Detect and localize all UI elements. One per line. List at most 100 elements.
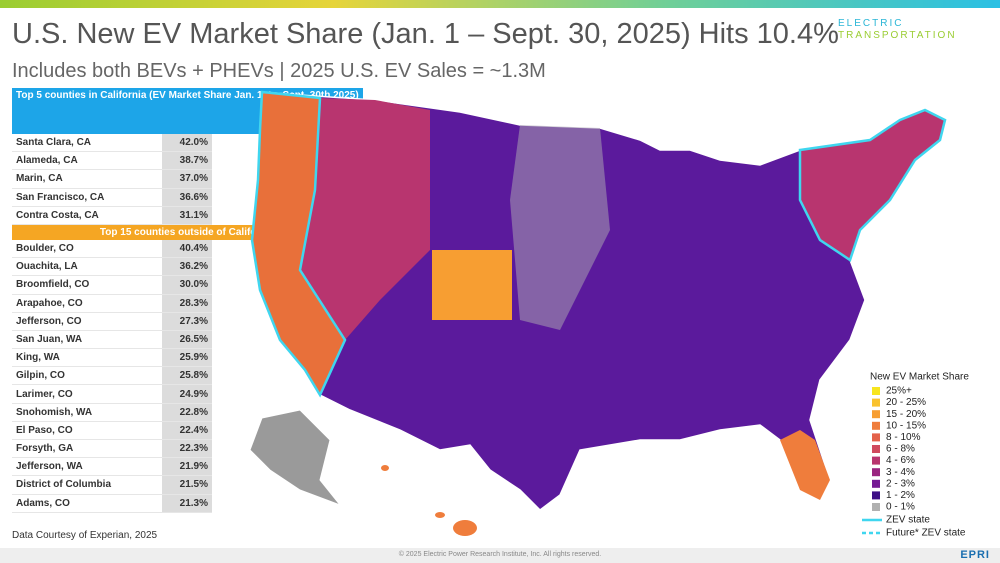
table-row: Gilpin, CO 25.8% [12, 366, 212, 386]
county: Forsyth, GA [12, 439, 162, 459]
share: 36.6% [162, 188, 212, 207]
table-row: King, WA 25.9% [12, 348, 212, 368]
county: Adams, CO [12, 494, 162, 513]
table-row: Arapahoe, CO 28.3% [12, 294, 212, 313]
legend-swatch [872, 468, 880, 477]
share: 31.1% [162, 206, 212, 225]
county: Larimer, CO [12, 384, 162, 404]
county: Jefferson, WA [12, 457, 162, 477]
legend-swatch [872, 421, 880, 430]
county: Jefferson, CO [12, 312, 162, 331]
county: San Juan, WA [12, 330, 162, 350]
share: 21.5% [162, 475, 212, 495]
county: Arapahoe, CO [12, 294, 162, 313]
county: Contra Costa, CA [12, 206, 162, 225]
county: El Paso, CO [12, 421, 162, 441]
legend-label: 20 - 25% [886, 397, 926, 408]
share: 22.3% [162, 439, 212, 459]
table-row: Adams, CO 21.3% [12, 494, 212, 513]
footer: © 2025 Electric Power Research Institute… [0, 548, 1000, 563]
northeast [800, 110, 945, 260]
brand-line: ELECTRIC [838, 18, 904, 29]
legend-label: 4 - 6% [886, 455, 915, 466]
legend-title: New EV Market Share [870, 372, 969, 383]
legend-swatch [872, 503, 880, 511]
zev-northeast [798, 108, 947, 262]
legend-label: 1 - 2% [886, 490, 915, 501]
county: Broomfield, CO [12, 275, 162, 295]
table-row: San Francisco, CA 36.6% [12, 188, 212, 207]
table-row: El Paso, CO 22.4% [12, 421, 212, 441]
table-row: Forsyth, GA 22.3% [12, 439, 212, 459]
table-row: Larimer, CO 24.9% [12, 384, 212, 404]
hawaii [381, 465, 389, 471]
legend-label: 6 - 8% [886, 444, 915, 455]
table-row: District of Columbia 21.5% [12, 475, 212, 495]
legend-label: 2 - 3% [886, 478, 915, 489]
legend-label: 25%+ [886, 386, 912, 397]
legend-label: Future* ZEV state [886, 528, 966, 539]
table-row: Contra Costa, CA 31.1% [12, 206, 212, 225]
subtitle: Includes both BEVs + PHEVs | 2025 U.S. E… [12, 60, 546, 82]
table-row: San Juan, WA 26.5% [12, 330, 212, 350]
zev-west [250, 90, 347, 398]
hawaii [435, 512, 445, 518]
hawaii [453, 520, 477, 536]
table-row: Marin, CA 37.0% [12, 169, 212, 189]
table-row: Jefferson, CO 27.3% [12, 312, 212, 331]
share: 30.0% [162, 275, 212, 295]
county: Santa Clara, CA [12, 134, 162, 153]
mountain-region [300, 98, 430, 340]
share: 22.4% [162, 421, 212, 441]
copyright: © 2025 Electric Power Research Institute… [398, 551, 602, 558]
legend-swatch [872, 445, 880, 453]
county: King, WA [12, 348, 162, 368]
table: Santa Clara, CA 42.0% Alameda, CA 38.7% Mari… [12, 134, 212, 225]
legend-label: 3 - 4% [886, 467, 915, 478]
legend-swatch [872, 433, 880, 442]
share: 26.5% [162, 330, 212, 350]
brand-line: TRANSPORTATION [838, 30, 957, 41]
legend-label: 10 - 15% [886, 420, 926, 431]
legend-label: ZEV state [886, 515, 930, 526]
county: Marin, CA [12, 169, 162, 189]
county: Ouachita, LA [12, 257, 162, 277]
colorado [432, 250, 512, 320]
county: Snohomish, WA [12, 403, 162, 422]
county: Alameda, CA [12, 151, 162, 171]
share: 25.8% [162, 366, 212, 386]
legend-swatch [872, 398, 880, 407]
county: San Francisco, CA [12, 188, 162, 207]
share: 22.8% [162, 403, 212, 422]
share: 28.3% [162, 294, 212, 313]
logo: EPRI [960, 549, 990, 561]
legend-swatch [872, 387, 880, 395]
table-row: Broomfield, CO 30.0% [12, 275, 212, 295]
share: 38.7% [162, 151, 212, 171]
table-row: Jefferson, WA 21.9% [12, 457, 212, 477]
legend-label: 8 - 10% [886, 432, 921, 443]
share: 42.0% [162, 134, 212, 153]
county: Boulder, CO [12, 239, 162, 259]
share: 21.3% [162, 494, 212, 513]
table-row: Alameda, CA 38.7% [12, 151, 212, 171]
legend-label: 15 - 20% [886, 409, 926, 420]
share: 25.9% [162, 348, 212, 368]
florida [780, 430, 830, 500]
legend-swatch [872, 410, 880, 419]
top-bar [0, 0, 1000, 8]
table-row: Ouachita, LA 36.2% [12, 257, 212, 277]
table-row: Boulder, CO 40.4% [12, 239, 212, 259]
legend-swatch [872, 456, 880, 465]
west-region [252, 92, 345, 395]
alaska [249, 409, 342, 507]
share: 21.9% [162, 457, 212, 477]
table: Boulder, CO 40.4% Ouachita, LA 36.2% Broomfi… [12, 239, 212, 513]
table-row: Snohomish, WA 22.8% [12, 403, 212, 422]
table-row: Santa Clara, CA 42.0% [12, 134, 212, 153]
share: 36.2% [162, 257, 212, 277]
ranking-tables: Top 5 counties in California (EV Market … [12, 88, 363, 513]
